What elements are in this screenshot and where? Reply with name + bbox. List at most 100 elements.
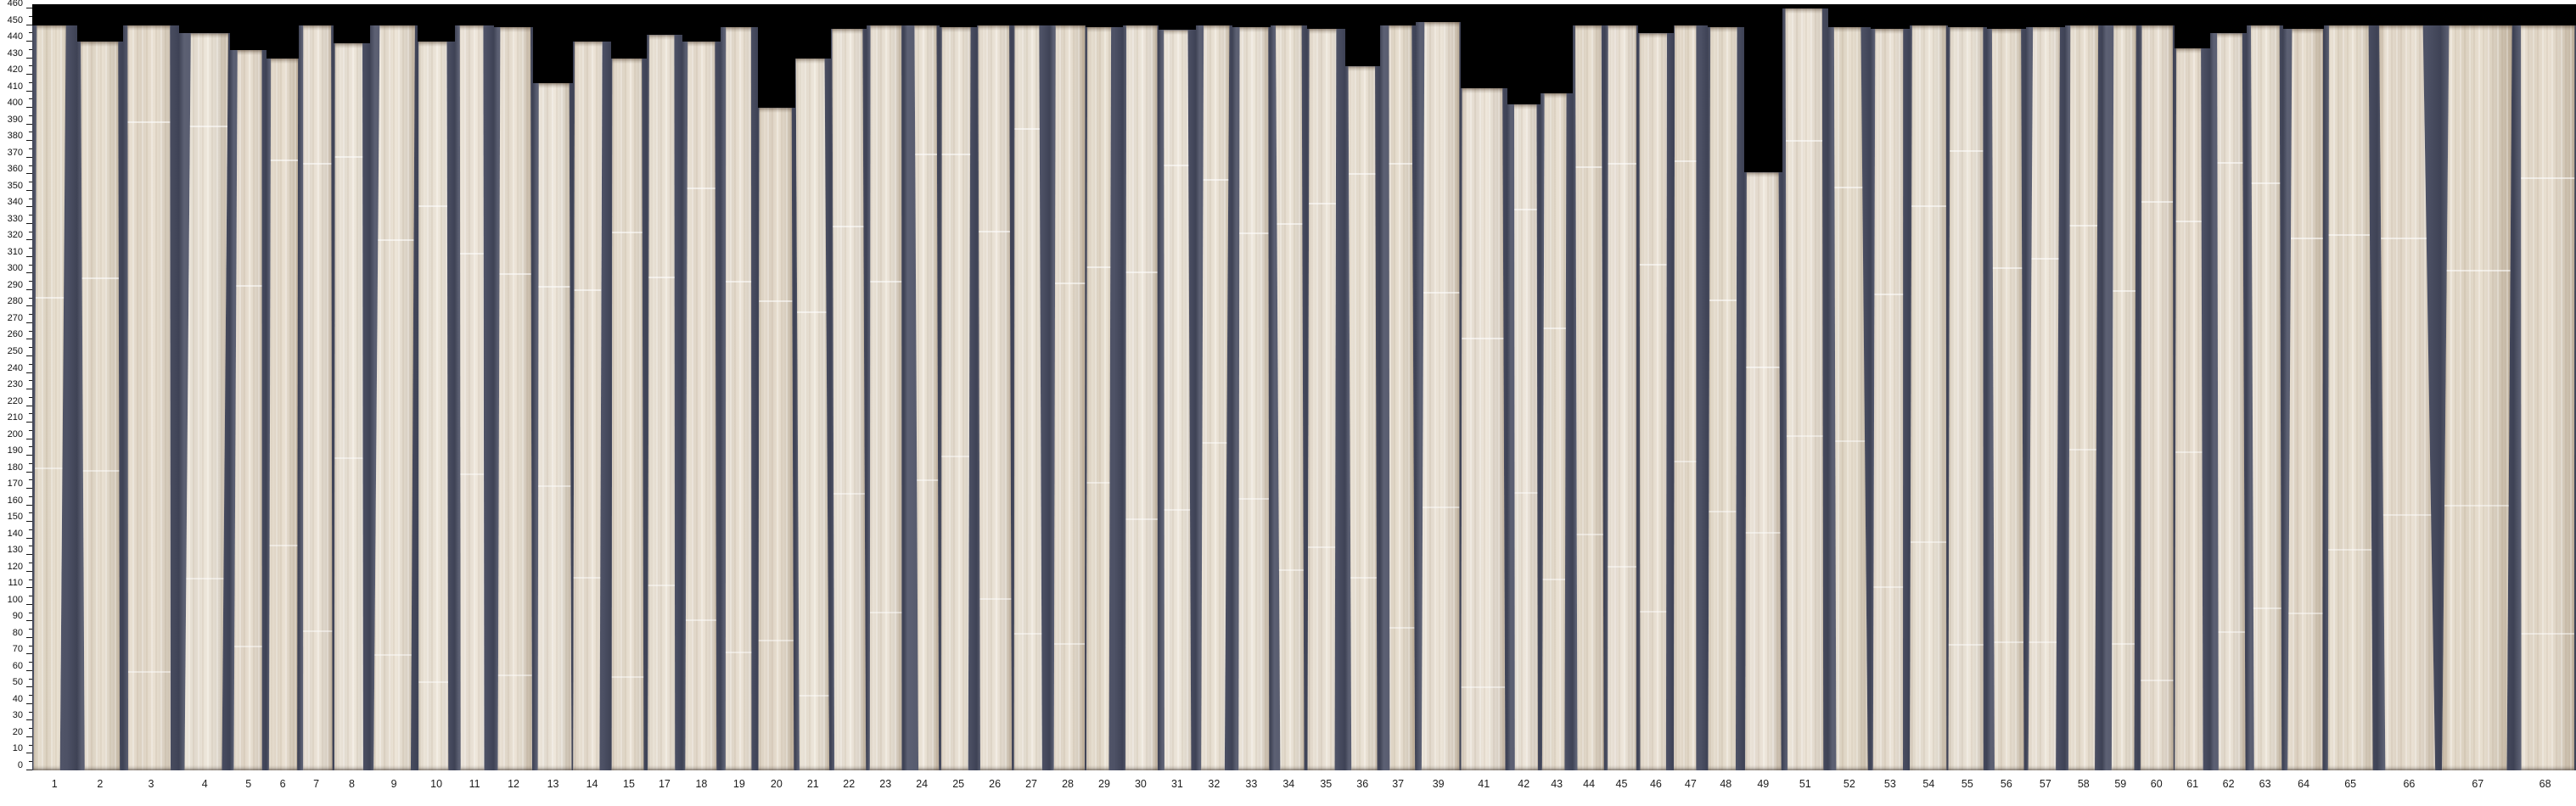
x-axis-label: 67 [2472,778,2484,790]
x-axis-label: 43 [1551,778,1563,790]
board-strip-3[interactable] [123,25,179,770]
board-strip-15[interactable] [611,58,647,770]
y-axis-tick [26,603,32,605]
x-axis-label: 53 [1883,778,1896,790]
board-strip-17[interactable] [646,35,683,770]
board-strip-55[interactable] [1948,26,1987,770]
board-strip-64[interactable] [2283,28,2324,770]
x-axis-label: 1 [51,778,58,790]
board-strip-44[interactable] [1573,25,1605,770]
board-strip-63[interactable] [2246,25,2284,770]
y-axis-tick-label: 160 [7,495,23,506]
board-strip-54[interactable] [1909,25,1949,770]
y-axis-tick [29,678,32,680]
board-photo [233,49,262,770]
board-strip-59[interactable] [2102,25,2139,770]
y-axis-tick-label: 140 [7,528,23,539]
board-strip-45[interactable] [1604,25,1639,770]
board-strip-12[interactable] [493,26,534,770]
x-axis-label: 54 [1922,778,1935,790]
y-axis-tick [29,330,32,332]
board-strip-26[interactable] [976,25,1013,770]
y-axis-tick-label: 270 [7,312,23,323]
board-strip-22[interactable] [831,28,867,770]
board-strip-36[interactable] [1344,66,1380,770]
board-strip-57[interactable] [2026,26,2065,770]
board-strip-62[interactable] [2210,33,2247,770]
board-strip-56[interactable] [1986,28,2027,770]
board-strip-49[interactable] [1743,172,1783,770]
board-strip-51[interactable] [1782,8,1828,770]
board-strip-41[interactable] [1460,87,1507,770]
board-strip-27[interactable] [1013,25,1050,770]
board-strip-46[interactable] [1638,33,1674,770]
board-strip-7[interactable] [299,25,334,770]
board-strip-37[interactable] [1379,25,1417,770]
y-axis-tick [26,653,32,655]
board-photo [1389,25,1416,770]
board-strip-65[interactable] [2323,25,2377,770]
board-strip-35[interactable] [1307,28,1345,770]
board-strip-10[interactable] [417,42,456,770]
board-strip-2[interactable] [76,42,124,770]
board-strip-5[interactable] [230,49,267,770]
board-strip-23[interactable] [867,25,904,770]
x-axis-label: 15 [623,778,635,790]
y-axis-tick-label: 110 [8,578,23,589]
board-strip-68[interactable] [2514,25,2576,770]
board-strip-52[interactable] [1827,26,1872,770]
y-axis-tick-label: 30 [12,710,23,721]
board-photo [2521,25,2575,770]
board-strip-30[interactable] [1122,25,1159,770]
board-strip-18[interactable] [682,42,721,770]
x-axis-label: 47 [1684,778,1697,790]
x-axis-label: 61 [2186,778,2199,790]
y-axis-tick-label: 230 [7,379,23,390]
board-strip-42[interactable] [1507,104,1541,770]
board-strip-9[interactable] [370,25,418,770]
board-strip-33[interactable] [1232,26,1271,770]
y-axis-tick [26,41,32,42]
y-axis-tick-label: 240 [7,362,23,373]
y-axis-tick [29,297,32,299]
board-strip-25[interactable] [940,26,977,770]
y-axis-tick [26,173,32,175]
board-strip-29[interactable] [1086,26,1123,770]
board-photo [1674,25,1697,770]
board-strip-34[interactable] [1270,25,1308,770]
board-strip-1[interactable] [32,25,77,770]
board-strip-48[interactable] [1708,26,1744,770]
board-strip-24[interactable] [903,25,940,770]
board-strip-4[interactable] [178,33,231,770]
y-axis-tick-label: 450 [7,14,23,25]
board-strip-58[interactable] [2064,25,2103,770]
board-strip-53[interactable] [1871,28,1910,770]
board-strip-60[interactable] [2138,25,2175,770]
board-strip-20[interactable] [758,108,795,770]
board-strip-21[interactable] [794,58,832,770]
board-strip-31[interactable] [1159,30,1196,770]
board-strip-67[interactable] [2441,25,2515,770]
board-strip-32[interactable] [1195,25,1233,770]
board-strip-11[interactable] [455,25,494,770]
board-photo [2287,28,2323,770]
x-axis-label: 23 [879,778,892,790]
board-strip-8[interactable] [333,43,371,770]
board-strip-14[interactable] [572,42,612,770]
board-strip-61[interactable] [2174,48,2211,770]
board-strip-43[interactable] [1540,92,1574,770]
board-strip-13[interactable] [533,82,573,770]
board-strip-28[interactable] [1049,25,1086,770]
board-strip-39[interactable] [1416,21,1461,770]
board-strip-66[interactable] [2377,25,2442,770]
x-axis-label: 20 [770,778,783,790]
x-axis-label: 65 [2344,778,2357,790]
board-photo [537,82,572,770]
y-axis-tick [29,446,32,448]
x-axis-label: 58 [2077,778,2090,790]
y-axis-tick [29,479,32,481]
board-strip-6[interactable] [266,58,300,770]
board-photo [1164,30,1192,770]
board-strip-19[interactable] [720,26,759,770]
board-strip-47[interactable] [1673,25,1709,770]
